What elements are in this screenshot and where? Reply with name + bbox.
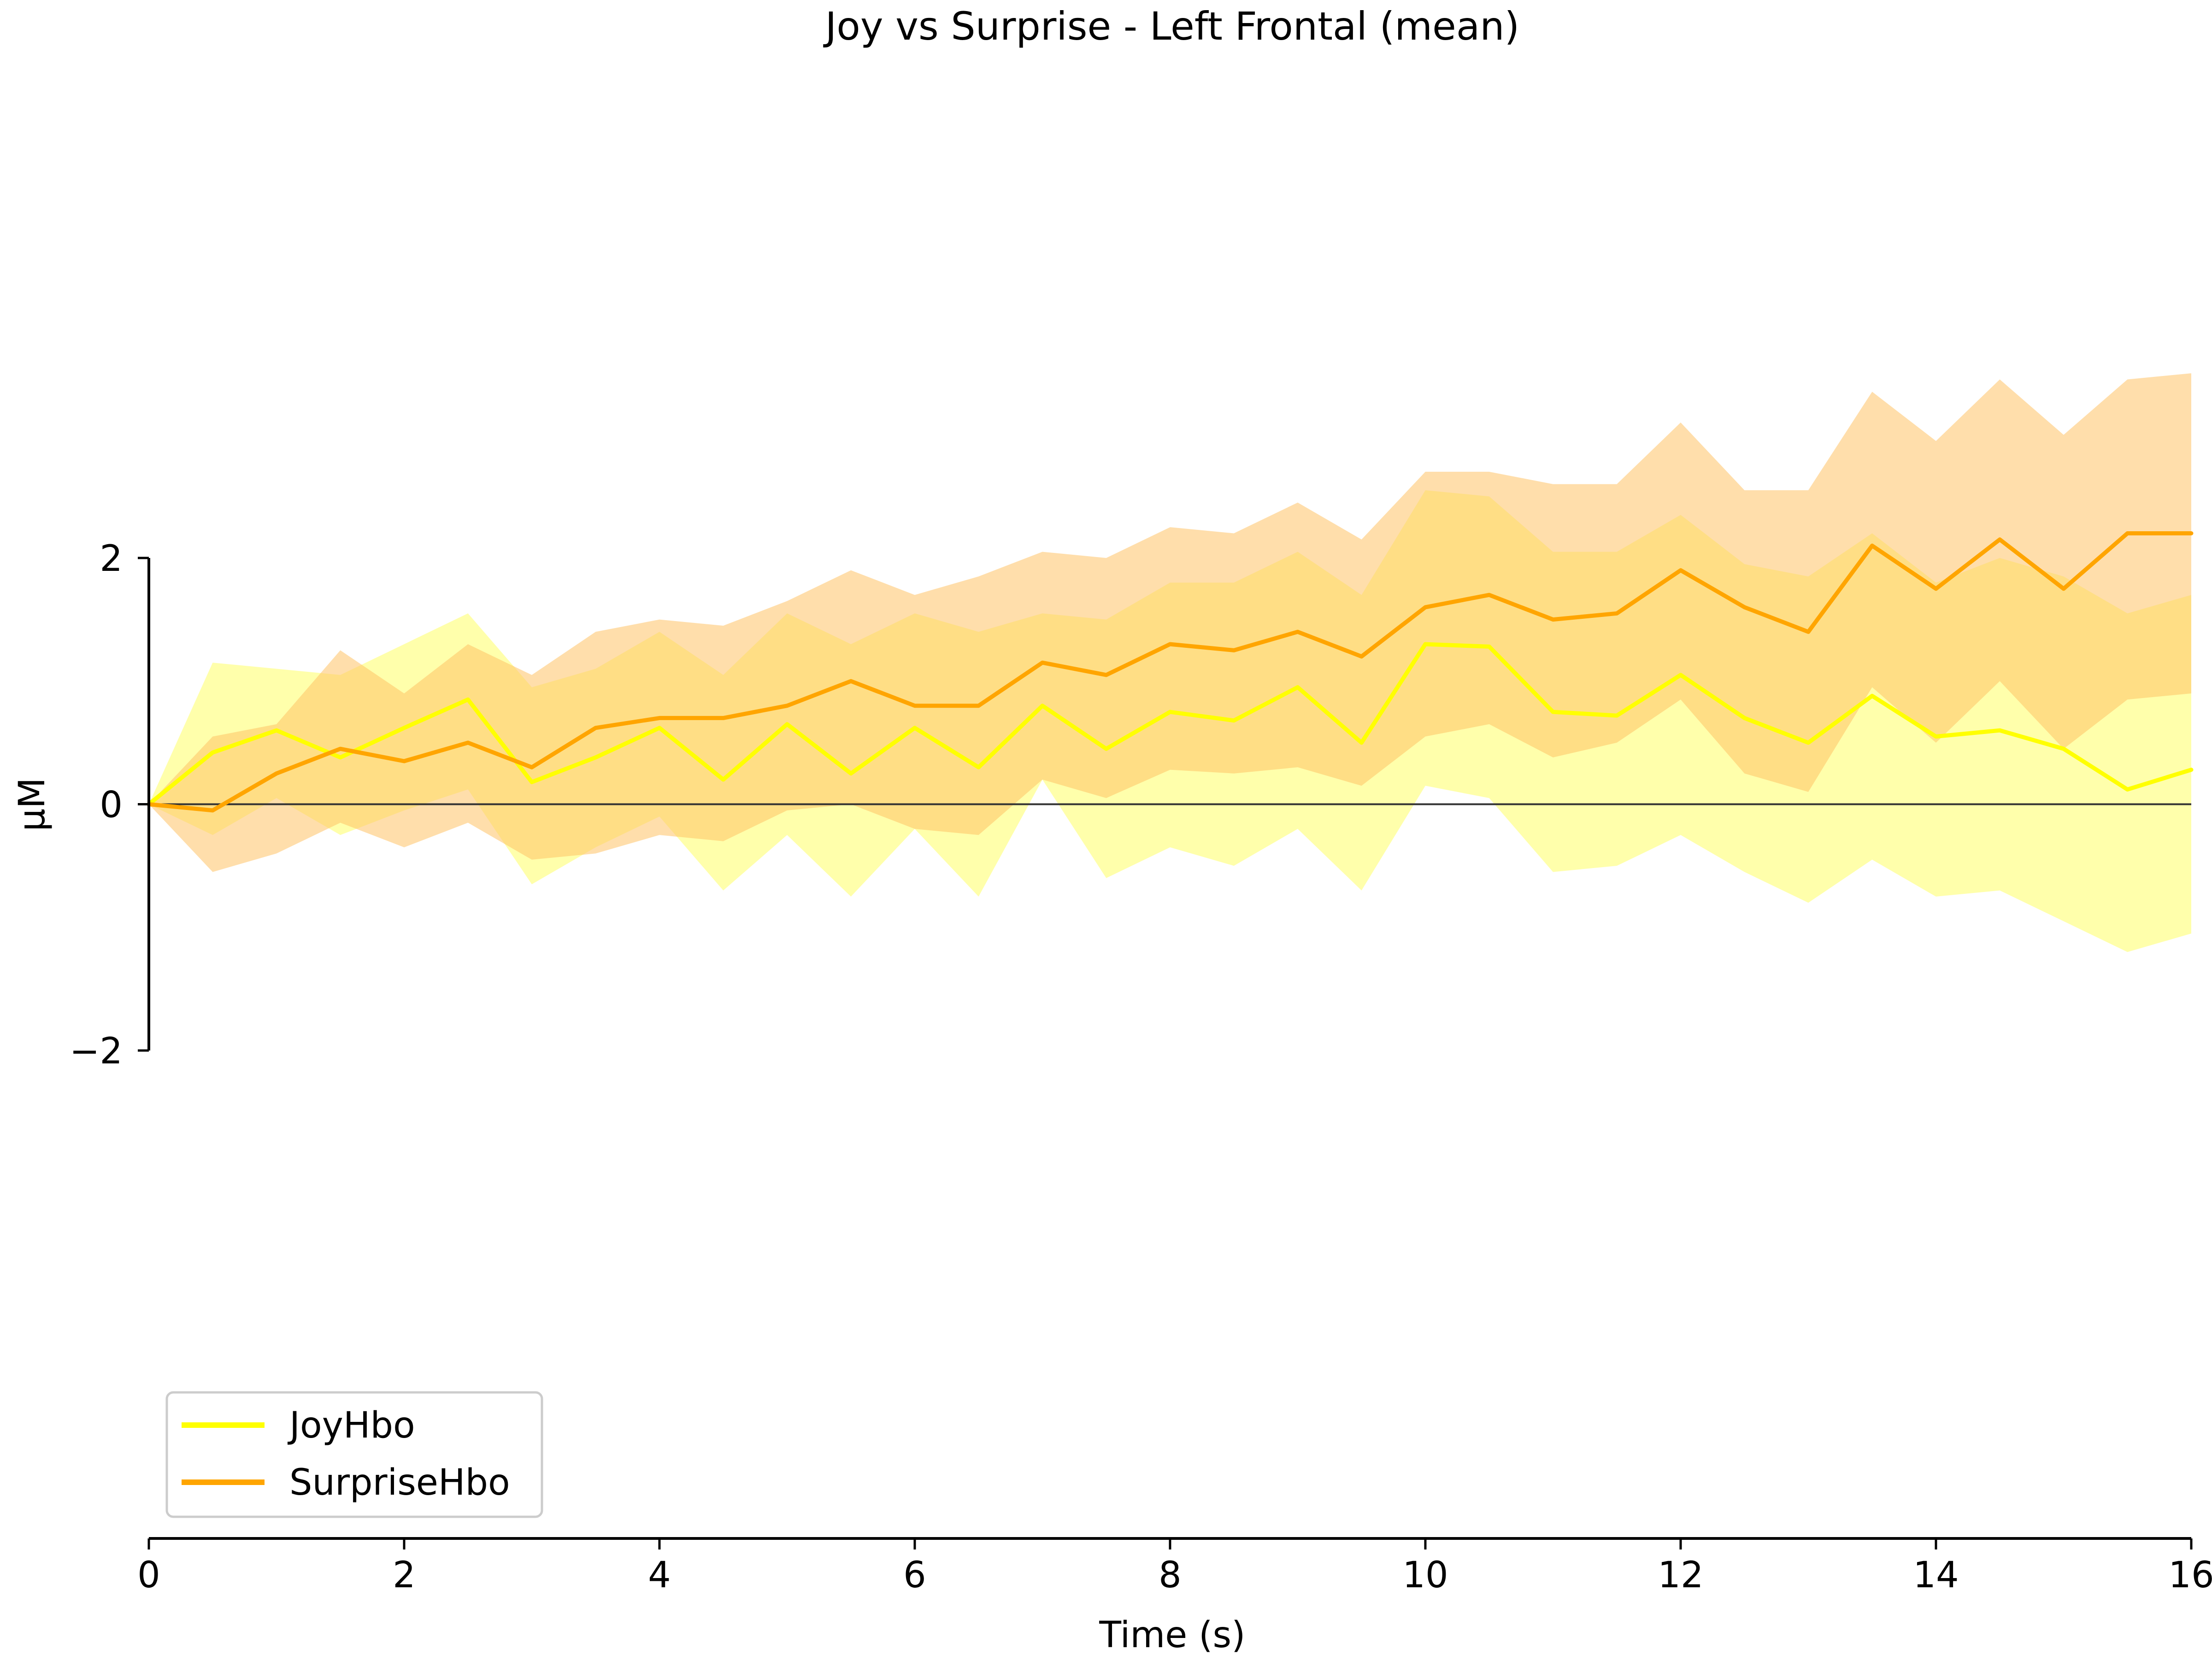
y-axis-label: µM	[12, 778, 53, 832]
y-tick-label: −2	[70, 1031, 123, 1072]
x-tick-label: 14	[1913, 1555, 1959, 1596]
series-line-surprisehbo	[147, 531, 2194, 813]
series-lines	[147, 531, 2194, 813]
y-tick-label: 2	[100, 538, 123, 580]
x-ticks: 0 2 4 6 8 10 12 14 16	[137, 1538, 2212, 1596]
x-axis-label: Time (s)	[1099, 1614, 1245, 1656]
x-tick-label: 8	[1159, 1555, 1182, 1596]
confidence-bands	[149, 373, 2191, 952]
x-tick-label: 0	[137, 1555, 160, 1596]
legend: JoyHbo SurpriseHbo	[165, 1391, 543, 1518]
chart-title: Joy vs Surprise - Left Frontal (mean)	[823, 4, 1520, 49]
y-tick-label: 0	[100, 785, 123, 826]
x-tick-label: 6	[903, 1555, 926, 1596]
x-tick-label: 16	[2168, 1555, 2212, 1596]
band-surprisehbo	[149, 373, 2191, 872]
x-tick-label: 4	[648, 1555, 671, 1596]
legend-label-joyhbo: JoyHbo	[287, 1405, 415, 1446]
series-line-joyhbo	[147, 642, 2194, 806]
x-tick-label: 2	[393, 1555, 416, 1596]
y-ticks: −2 0 2	[70, 538, 149, 1072]
x-tick-label: 12	[1658, 1555, 1703, 1596]
x-tick-label: 10	[1402, 1555, 1448, 1596]
legend-label-surprisehbo: SurpriseHbo	[289, 1462, 510, 1503]
